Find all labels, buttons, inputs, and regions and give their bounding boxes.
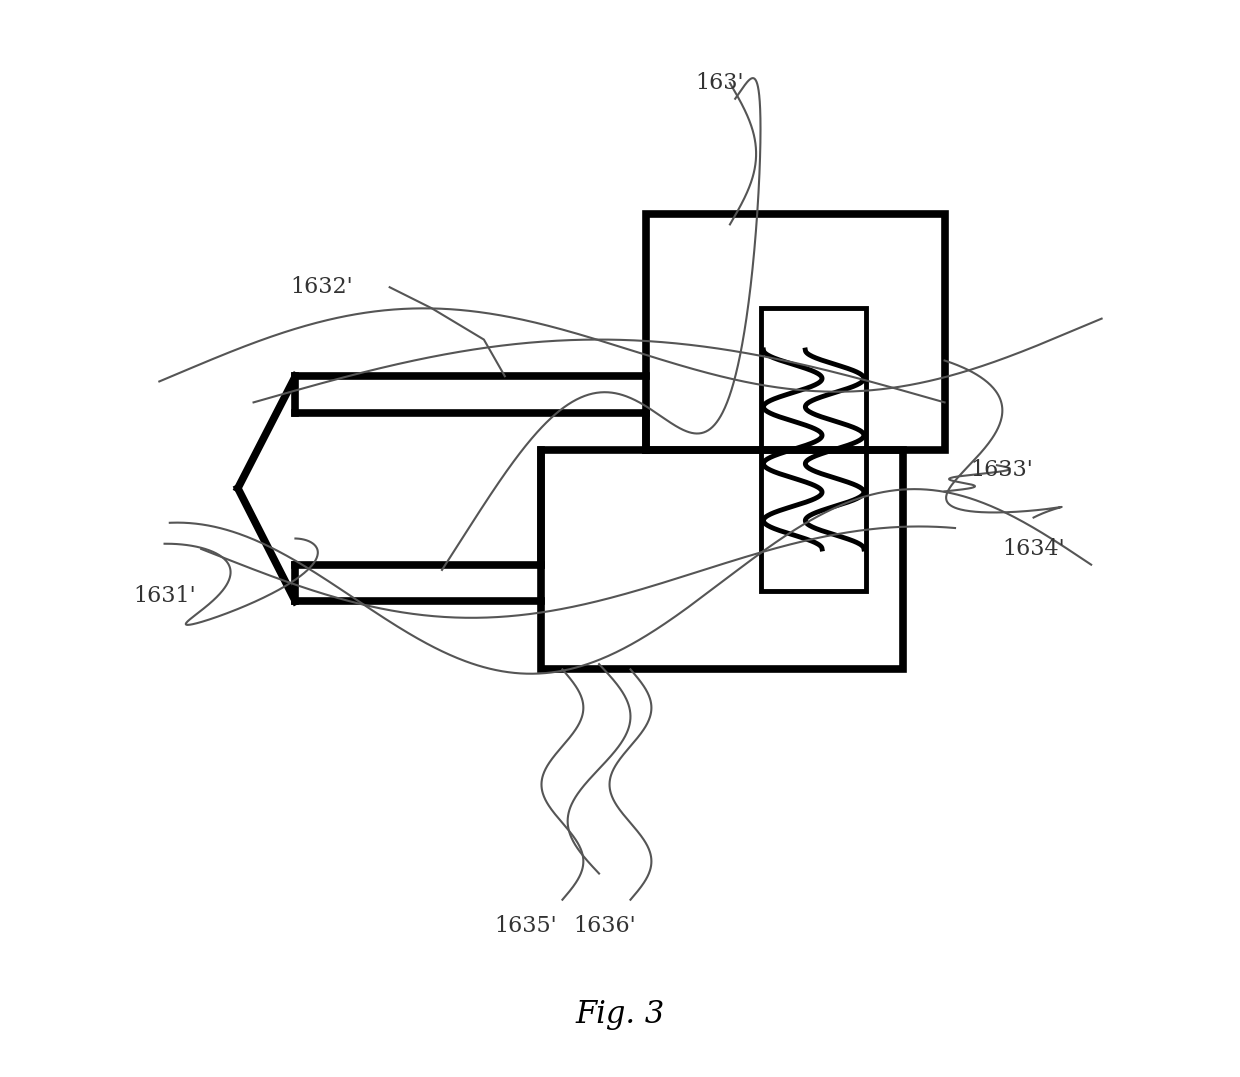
Text: 1635': 1635' — [495, 914, 557, 937]
Text: 1631': 1631' — [133, 585, 196, 607]
Text: 163': 163' — [696, 72, 744, 94]
Text: 1636': 1636' — [573, 914, 636, 937]
Text: 1633': 1633' — [971, 460, 1034, 481]
Text: 1632': 1632' — [290, 276, 353, 298]
Text: Fig. 3: Fig. 3 — [575, 999, 665, 1031]
Text: 1634': 1634' — [1002, 538, 1065, 560]
